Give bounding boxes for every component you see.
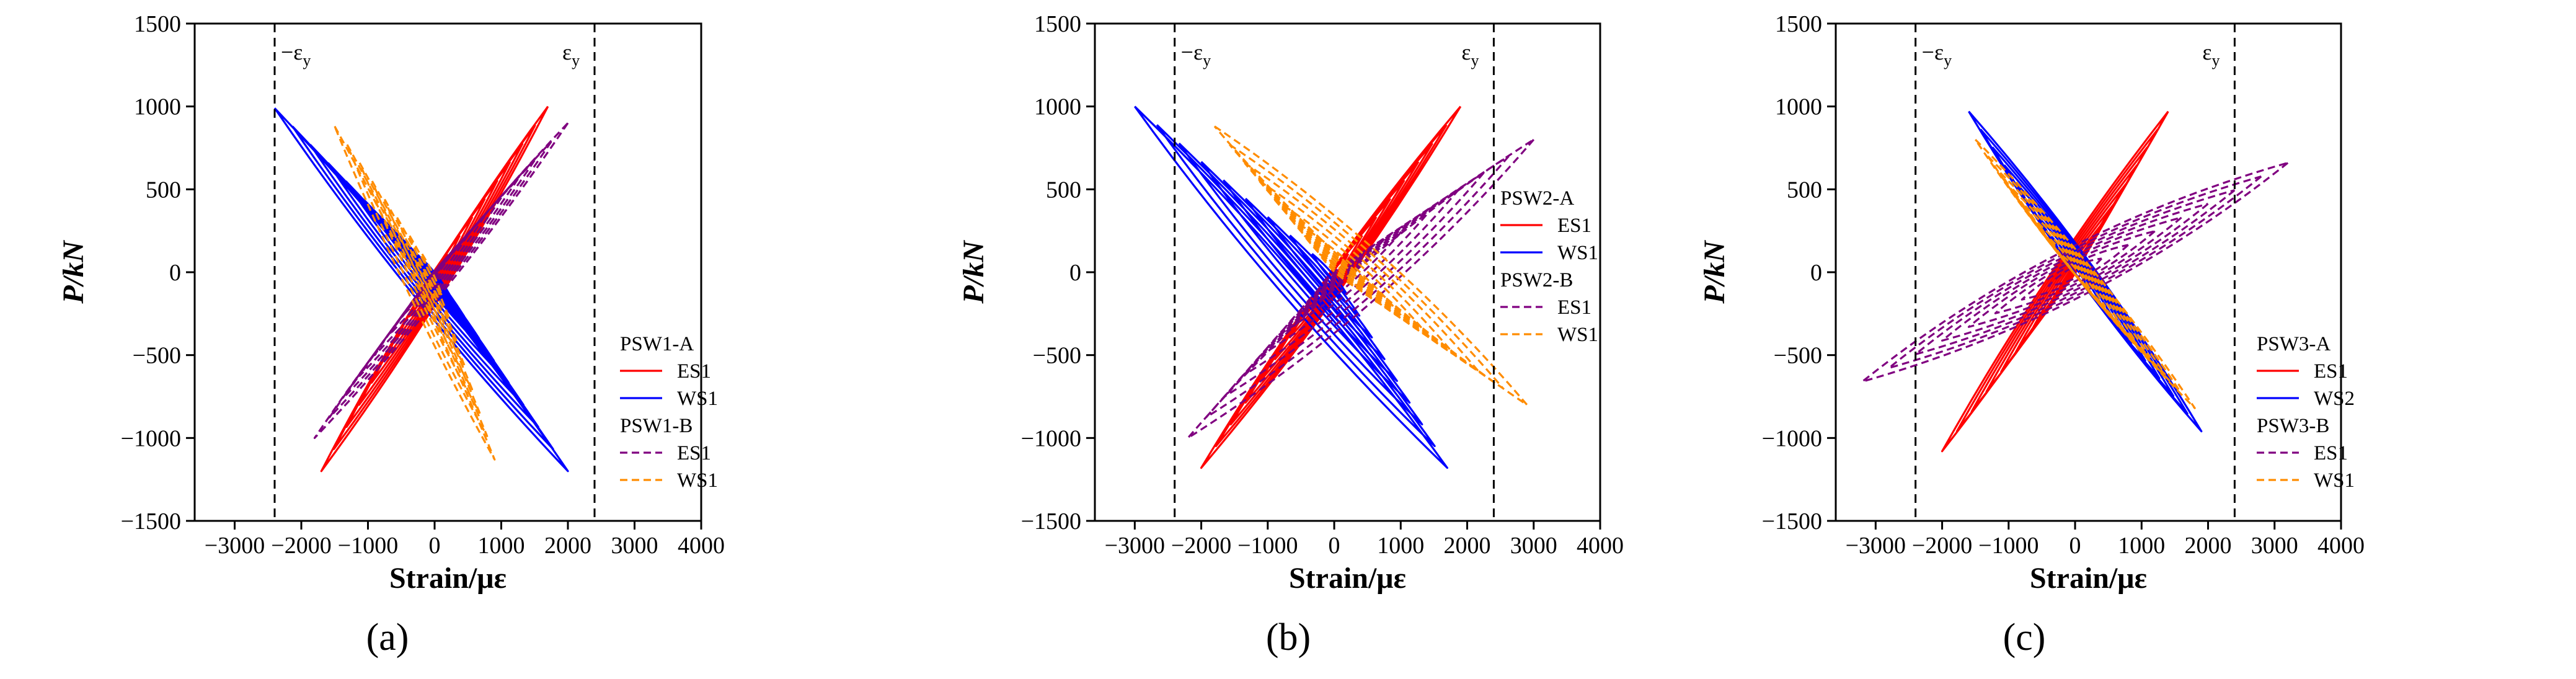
legend-entry-label: ES1 [1557, 296, 1591, 319]
y-tick-label: −500 [133, 343, 181, 369]
legend-group-title: PSW3-A [2257, 333, 2330, 355]
series-line-psw1-b-ws1 [334, 125, 496, 461]
x-tick-label: 3000 [611, 533, 658, 559]
panel-label: (c) [2003, 616, 2046, 659]
x-axis-label: Strain/με [2030, 562, 2147, 595]
legend: PSW3-A ES1 WS2 PSW3-B ES1 WS1 [2257, 333, 2355, 492]
x-tick-label: −2000 [1912, 533, 1972, 559]
panel-label: (b) [1266, 616, 1311, 659]
series-line-psw2-a-ws1 [1134, 105, 1448, 469]
x-tick-label: 0 [1329, 533, 1340, 559]
plot-area [1134, 105, 1535, 469]
y-tick-label: −1000 [121, 425, 181, 451]
panel-b: −εy εy−3000 −2000 −1000 0 1000 2000 3000 4000−15… [957, 11, 1624, 659]
series-line-psw1-b-es1 [313, 122, 569, 439]
y-tick-label: 1500 [1034, 11, 1081, 37]
x-tick-label: 1000 [478, 533, 525, 559]
x-tick-label: −1000 [338, 533, 398, 559]
x-tick-label: −3000 [205, 533, 265, 559]
series-line-psw1-a-ws1 [273, 107, 569, 473]
legend-group-title: PSW1-B [620, 415, 693, 437]
legend-entry-label: WS2 [2314, 388, 2355, 410]
y-tick-label: −500 [1774, 343, 1822, 369]
legend-group-title: PSW2-B [1500, 269, 1573, 291]
x-tick-label: 0 [429, 533, 441, 559]
y-tick-label: 0 [1810, 260, 1822, 286]
x-tick-label: −3000 [1105, 533, 1165, 559]
y-tick-label: 1000 [1034, 94, 1081, 120]
y-axis-label: P/kN [1698, 239, 1731, 304]
panel-a: −εy εy −3000 −2000 −1000 0 1000 2000 3000 4000 −15… [57, 11, 725, 659]
y-tick-label: −1500 [121, 508, 181, 535]
series-line-psw3-b-ws1 [1974, 138, 2196, 409]
x-axis-label: Strain/με [389, 562, 507, 595]
x-axis-label: Strain/με [1289, 562, 1406, 595]
x-tick-label: −1000 [1237, 533, 1298, 559]
x-tick-label: 4000 [1577, 533, 1624, 559]
series-line-psw3-a-es1 [1941, 110, 2169, 453]
legend-entry-label: WS1 [2314, 469, 2355, 492]
x-tick-label: −2000 [1171, 533, 1231, 559]
y-tick-label: 1500 [1775, 11, 1822, 37]
plot-area [1861, 110, 2289, 453]
legend-entry-label: ES1 [2314, 442, 2348, 464]
x-tick-label: 4000 [2317, 533, 2365, 559]
yield-label-neg: −εy [1181, 40, 1211, 69]
plot-area [273, 105, 569, 473]
legend-entry-label: ES1 [677, 360, 711, 383]
y-axis-label: P/kN [957, 239, 990, 304]
y-tick-label: 1500 [134, 11, 181, 37]
x-tick-label: 3000 [1510, 533, 1557, 559]
y-tick-label: 1000 [1775, 94, 1822, 120]
legend-entry-label: WS1 [677, 469, 718, 492]
legend: PSW2-A ES1 WS1 PSW2-B ES1 WS1 [1500, 187, 1598, 346]
panel-label: (a) [366, 616, 409, 659]
legend-entry-label: WS1 [1557, 324, 1598, 346]
x-tick-label: 1000 [2118, 533, 2165, 559]
yield-label-pos: εy [562, 40, 580, 69]
y-tick-label: 500 [1787, 177, 1822, 203]
legend-entry-label: ES1 [1557, 215, 1591, 237]
x-tick-label: −1000 [1978, 533, 2038, 559]
x-tick-label: −3000 [1846, 533, 1906, 559]
y-tick-label: 0 [1069, 260, 1081, 286]
legend: PSW1-A ES1 WS1 PSW1-B ES1 WS1 [620, 333, 718, 492]
legend-entry-label: ES1 [2314, 360, 2348, 383]
y-tick-label: 1000 [134, 94, 181, 120]
legend-group-title: PSW3-B [2257, 415, 2329, 437]
y-axis-label: P/kN [57, 239, 90, 304]
y-tick-label: 500 [1046, 177, 1081, 203]
yield-label-neg: −εy [1922, 40, 1952, 69]
y-tick-label: −1500 [1021, 508, 1081, 535]
x-tick-label: 2000 [544, 533, 591, 559]
yield-label-pos: εy [1461, 40, 1479, 69]
series-line-psw2-b-es1 [1187, 138, 1535, 439]
y-tick-label: 0 [169, 260, 181, 286]
y-tick-label: −500 [1033, 343, 1081, 369]
legend-group-title: PSW1-A [620, 333, 694, 355]
legend-entry-label: WS1 [677, 388, 718, 410]
y-tick-label: 500 [146, 177, 181, 203]
legend-group-title: PSW2-A [1500, 187, 1574, 210]
x-tick-label: 2000 [1444, 533, 1491, 559]
legend-entry-label: ES1 [677, 442, 711, 464]
x-tick-label: −2000 [271, 533, 331, 559]
legend-entry-label: WS1 [1557, 242, 1598, 264]
series-line-psw2-b-ws1 [1213, 125, 1528, 406]
yield-label-neg: −εy [281, 40, 311, 69]
y-tick-label: −1000 [1762, 425, 1822, 451]
y-tick-label: −1000 [1021, 425, 1081, 451]
panel-c: −εy εy−3000 −2000 −1000 0 1000 2000 3000 4000−15… [1698, 11, 2365, 659]
x-tick-label: 4000 [678, 533, 725, 559]
x-tick-label: 2000 [2185, 533, 2232, 559]
y-tick-label: −1500 [1762, 508, 1822, 535]
x-tick-label: 1000 [1377, 533, 1424, 559]
yield-label-pos: εy [2202, 40, 2220, 69]
x-tick-label: 3000 [2251, 533, 2298, 559]
x-tick-label: 0 [2069, 533, 2081, 559]
series-line-psw3-b-es1 [1861, 162, 2289, 383]
